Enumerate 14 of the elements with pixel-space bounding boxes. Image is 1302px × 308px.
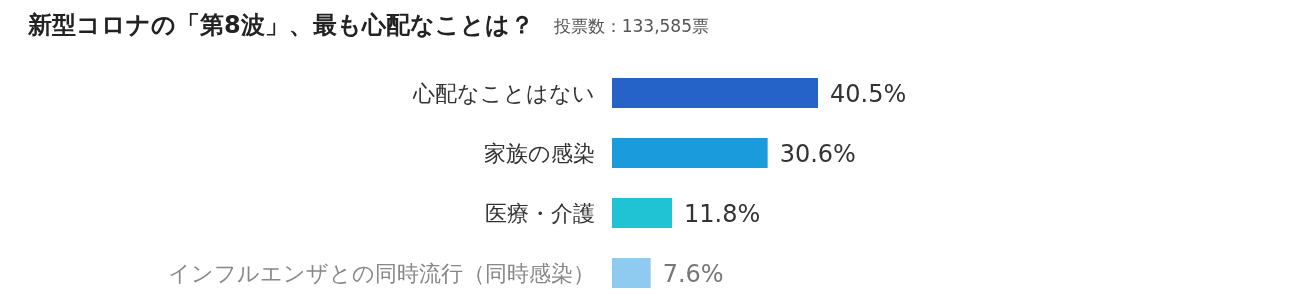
- bar: [612, 258, 651, 288]
- text: 新型コロナの「第8波」、最も心配なことは？: [27, 11, 534, 39]
- data-label: 30.6%: [779, 140, 856, 168]
- chart-subtitle: 投票数：133,585票: [552, 16, 710, 36]
- y-tick-label: インフルエンザとの同時流行（同時感染）: [168, 261, 595, 286]
- bar: [612, 138, 768, 168]
- bar: [612, 198, 673, 228]
- y-tick-label: 心配なことはない: [412, 81, 595, 106]
- data-label: 7.6%: [662, 260, 724, 288]
- bar: [612, 78, 818, 108]
- y-tick-label: 医療・介護: [485, 201, 595, 226]
- data-label: 11.8%: [684, 200, 761, 228]
- y-tick-label: 家族の感染: [484, 141, 595, 166]
- data-label: 40.5%: [830, 80, 907, 108]
